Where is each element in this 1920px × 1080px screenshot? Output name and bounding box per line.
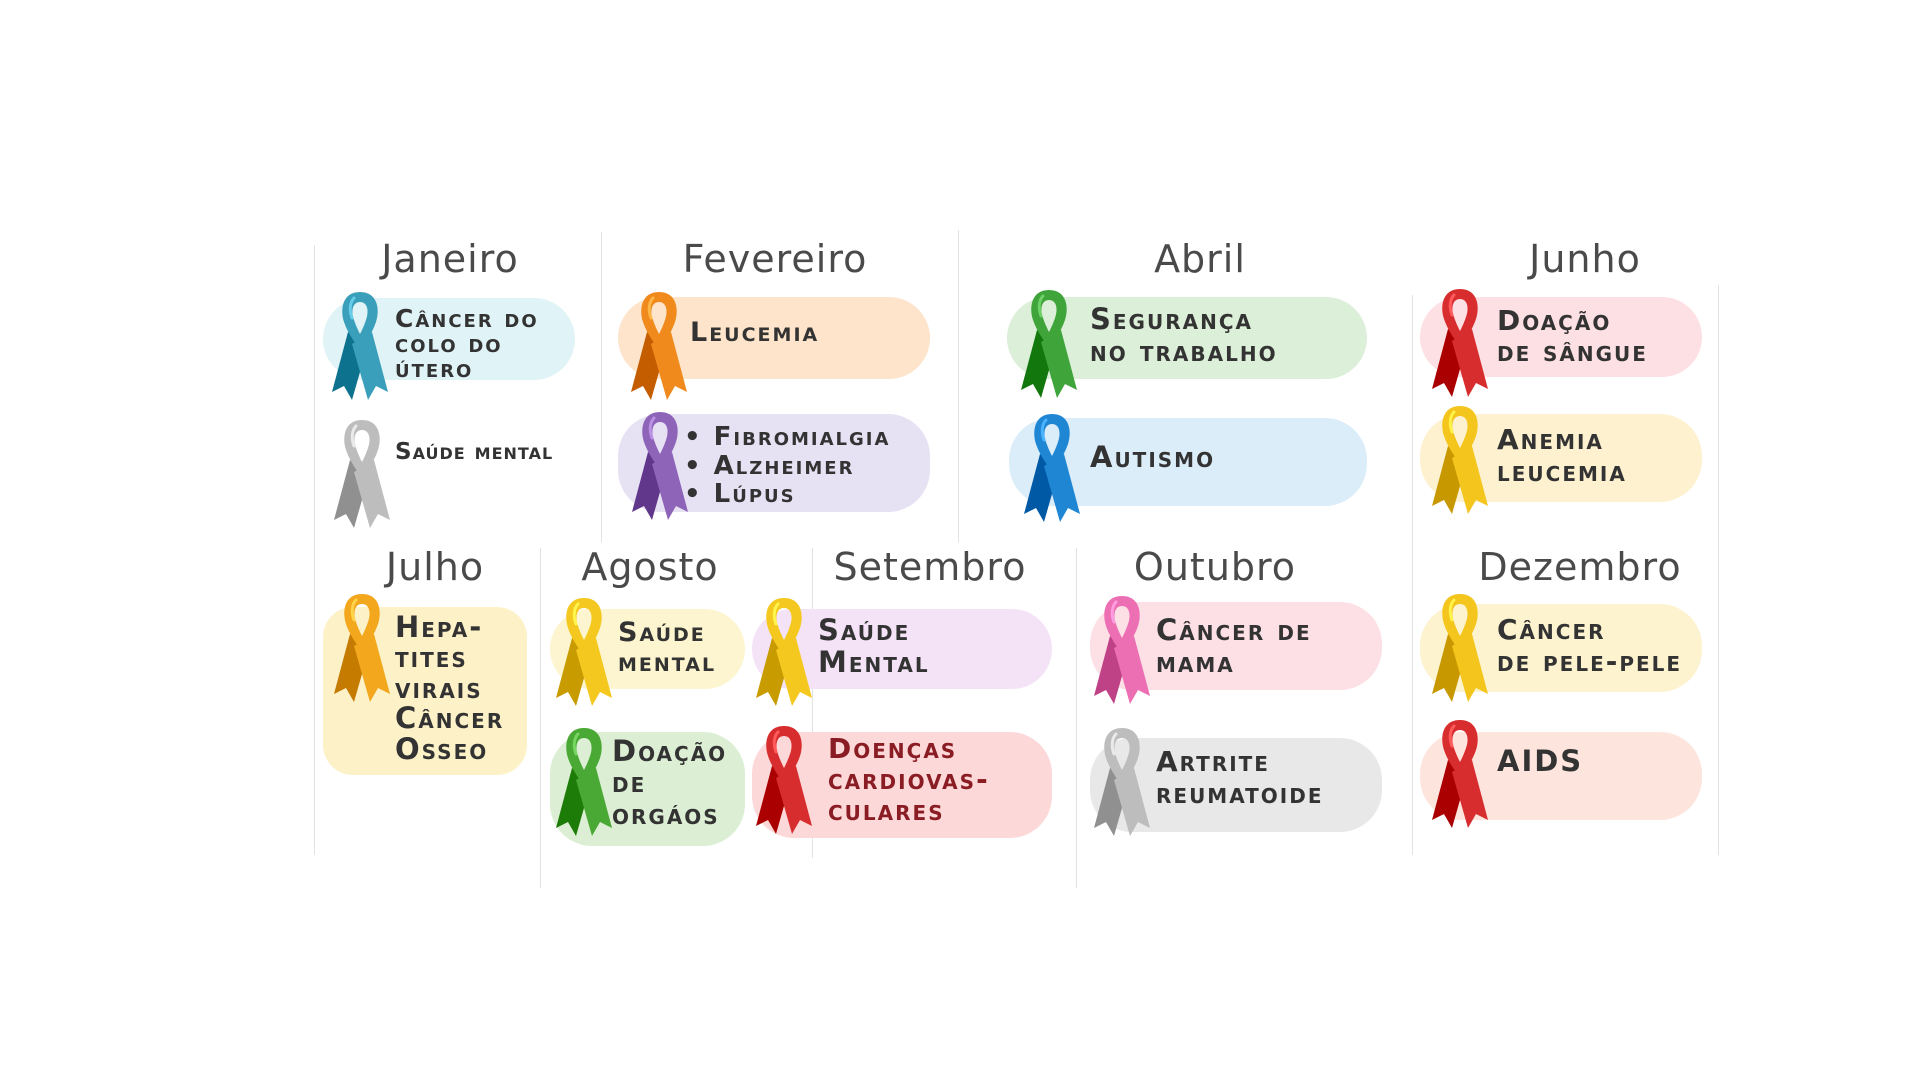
awareness-ribbon-icon — [1428, 402, 1492, 518]
item-label: Leucemia — [690, 318, 819, 347]
month-title-dezembro: Dezembro — [1460, 545, 1700, 589]
item-label: Saúde Mental — [818, 614, 930, 679]
awareness-ribbon-icon — [752, 722, 816, 838]
item-label: Autismo — [1090, 442, 1215, 473]
divider — [1076, 548, 1077, 888]
item-label: Câncer de mama — [1156, 614, 1312, 679]
item-label: Anemia leucemia — [1497, 424, 1627, 488]
item-label: Saúde mental — [395, 440, 553, 465]
divider — [1718, 285, 1719, 855]
divider — [540, 548, 541, 888]
awareness-ribbon-icon — [1428, 716, 1492, 832]
item-label: Doação de orgáos — [612, 736, 727, 830]
month-title-outubro: Outubro — [1100, 545, 1330, 589]
awareness-ribbon-icon — [1428, 285, 1492, 401]
item-label: Segurança no trabalho — [1090, 304, 1278, 368]
awareness-ribbon-icon — [1090, 592, 1154, 708]
month-title-setembro: Setembro — [810, 545, 1050, 589]
awareness-ribbon-icon — [330, 416, 394, 532]
awareness-ribbon-icon — [1017, 286, 1081, 402]
divider — [1412, 295, 1413, 855]
item-label: Câncer de pele-pele — [1497, 614, 1682, 678]
item-label: Doação de sângue — [1497, 306, 1648, 368]
item-label: Artrite reumatoide — [1156, 746, 1323, 810]
month-title-julho: Julho — [330, 545, 540, 589]
item-label: Câncer do colo do útero — [395, 306, 539, 381]
awareness-ribbon-icon — [1090, 724, 1154, 840]
month-title-agosto: Agosto — [540, 545, 760, 589]
divider — [958, 230, 959, 542]
awareness-ribbon-icon — [1020, 410, 1084, 526]
month-title-janeiro: Janeiro — [330, 237, 570, 281]
item-label: Saúde mental — [618, 618, 716, 677]
awareness-ribbon-icon — [552, 724, 616, 840]
item-label: AIDS — [1497, 746, 1583, 777]
month-title-abril: Abril — [1090, 237, 1310, 281]
item-label: Doenças cardiovas-culares — [828, 734, 990, 826]
item-label: Hepa-tites virais Câncer Osseo — [395, 612, 504, 764]
divider — [314, 245, 315, 855]
item-label: • Fibromialgia • Alzheimer • Lúpus — [684, 423, 890, 509]
awareness-ribbon-icon — [330, 590, 394, 706]
awareness-ribbon-icon — [328, 288, 392, 404]
month-title-junho: Junho — [1470, 237, 1700, 281]
awareness-ribbon-icon — [628, 408, 692, 524]
awareness-ribbon-icon — [1428, 590, 1492, 706]
month-title-fevereiro: Fevereiro — [640, 237, 910, 281]
awareness-ribbon-icon — [552, 594, 616, 710]
awareness-ribbon-icon — [752, 594, 816, 710]
awareness-ribbon-icon — [627, 288, 691, 404]
divider — [601, 232, 602, 542]
